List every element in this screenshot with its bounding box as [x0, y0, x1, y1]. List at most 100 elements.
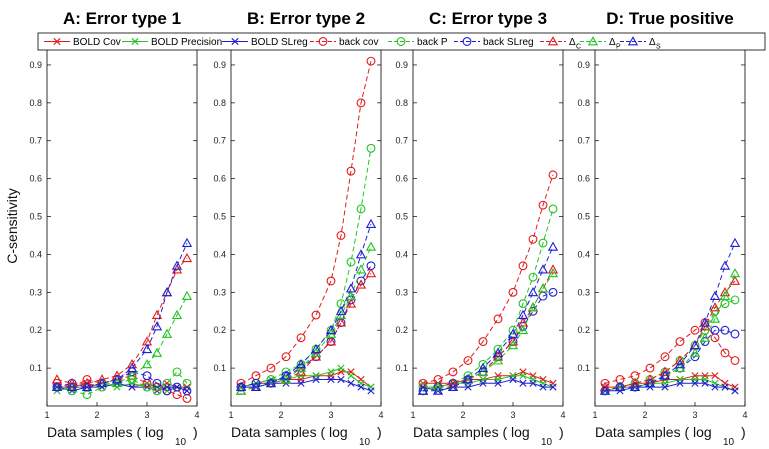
data-point: [517, 324, 529, 335]
legend-label: BOLD Precision: [151, 37, 222, 48]
data-point: [548, 170, 558, 180]
data-point: [464, 383, 472, 391]
legend: BOLD Cov BOLD Precision BOLD SLreg back cov…: [37, 32, 766, 51]
x-axis-label-close: ): [741, 424, 746, 440]
y-tick-label: 0.7: [213, 136, 226, 146]
data-point: [477, 362, 489, 373]
data-point: [432, 381, 444, 391]
data-point: [730, 295, 740, 305]
legend-label: back SLreg: [483, 37, 534, 48]
data-point: [527, 302, 539, 312]
data-point: [478, 337, 488, 347]
data-point: [731, 387, 739, 395]
legend-entry-5: back P: [388, 37, 448, 48]
legend-label-subscript: C: [576, 44, 581, 51]
data-point: [462, 374, 474, 384]
x-axis-label: Data samples ( log: [47, 424, 164, 440]
panel-1: A: Error type 1 0.1 0.2 0.3 0.4 0.5 0.6 0.7 0.8 0…: [4, 9, 200, 448]
data-point: [689, 347, 701, 357]
data-point: [709, 290, 721, 301]
data-point: [432, 385, 444, 395]
legend-label: Δ: [569, 37, 576, 48]
data-point: [172, 367, 182, 377]
y-tick-label: 0.1: [213, 363, 226, 373]
data-point: [528, 272, 538, 282]
data-point: [126, 370, 138, 380]
legend-entry-2: BOLD Precision: [122, 37, 222, 48]
data-point: [676, 379, 684, 387]
data-point: [517, 309, 529, 319]
series-line: [604, 321, 736, 384]
x-axis-label: Data samples ( log: [231, 424, 348, 440]
data-point: [325, 324, 337, 335]
data-point: [96, 377, 108, 388]
data-point: [171, 309, 183, 319]
data-point: [730, 356, 740, 365]
x-tick-label: 3: [328, 410, 333, 420]
x-tick-label: 4: [378, 410, 383, 420]
data-point: [266, 375, 276, 384]
data-point: [527, 286, 539, 297]
x-tick-label: 1: [592, 410, 597, 420]
data-point: [509, 375, 517, 384]
y-tick-label: 0.8: [213, 98, 226, 108]
data-point: [337, 364, 345, 372]
data-point: [720, 325, 730, 335]
data-point: [710, 325, 720, 335]
y-tick-label: 0.5: [577, 212, 590, 222]
series-line: [241, 379, 372, 392]
data-point: [296, 333, 306, 343]
data-point: [111, 374, 123, 384]
data-point: [151, 309, 163, 319]
series-line: [604, 273, 736, 392]
legend-label: Δ: [649, 37, 656, 48]
data-point: [356, 204, 366, 214]
series-line: [604, 242, 736, 392]
data-point: [336, 231, 346, 240]
legend-entry-3: BOLD SLreg: [222, 37, 308, 48]
data-point: [345, 283, 357, 293]
series-line: [56, 257, 188, 384]
data-point: [327, 368, 335, 376]
x-axis-label-subscript: 10: [359, 437, 371, 448]
data-point: [357, 383, 365, 391]
legend-entry-1: BOLD Cov: [44, 37, 121, 48]
data-point: [335, 305, 347, 316]
data-point: [719, 290, 731, 301]
data-point: [81, 381, 93, 391]
data-point: [711, 372, 719, 380]
plot-frame: [412, 45, 564, 407]
x-axis-label-subscript: 10: [541, 437, 553, 448]
legend-swatch-marker: [231, 37, 239, 46]
data-point: [690, 325, 700, 335]
y-axis-label: C-sensitivity: [4, 188, 20, 263]
series-line: [604, 299, 736, 392]
series-line: [422, 269, 554, 392]
y-tick-label: 0.3: [395, 287, 408, 297]
legend-entry-6: back SLreg: [454, 37, 534, 48]
data-point: [644, 377, 656, 388]
data-point: [507, 340, 519, 350]
data-point: [494, 379, 502, 387]
data-point: [335, 317, 347, 327]
y-tick-label: 0.6: [577, 174, 590, 184]
data-point: [689, 340, 701, 350]
data-point: [711, 383, 719, 391]
data-point: [492, 355, 504, 365]
data-point: [337, 375, 345, 384]
data-point: [549, 383, 557, 391]
y-tick-label: 0.5: [213, 212, 226, 222]
x-tick-label: 2: [94, 410, 99, 420]
data-point: [355, 249, 367, 259]
data-point: [508, 287, 518, 297]
data-point: [51, 381, 63, 391]
data-point: [547, 268, 559, 278]
data-point: [356, 98, 366, 108]
data-point: [720, 348, 730, 358]
data-point: [182, 386, 192, 396]
data-point: [674, 358, 686, 369]
data-point: [730, 329, 740, 339]
x-tick-label: 1: [228, 410, 233, 420]
